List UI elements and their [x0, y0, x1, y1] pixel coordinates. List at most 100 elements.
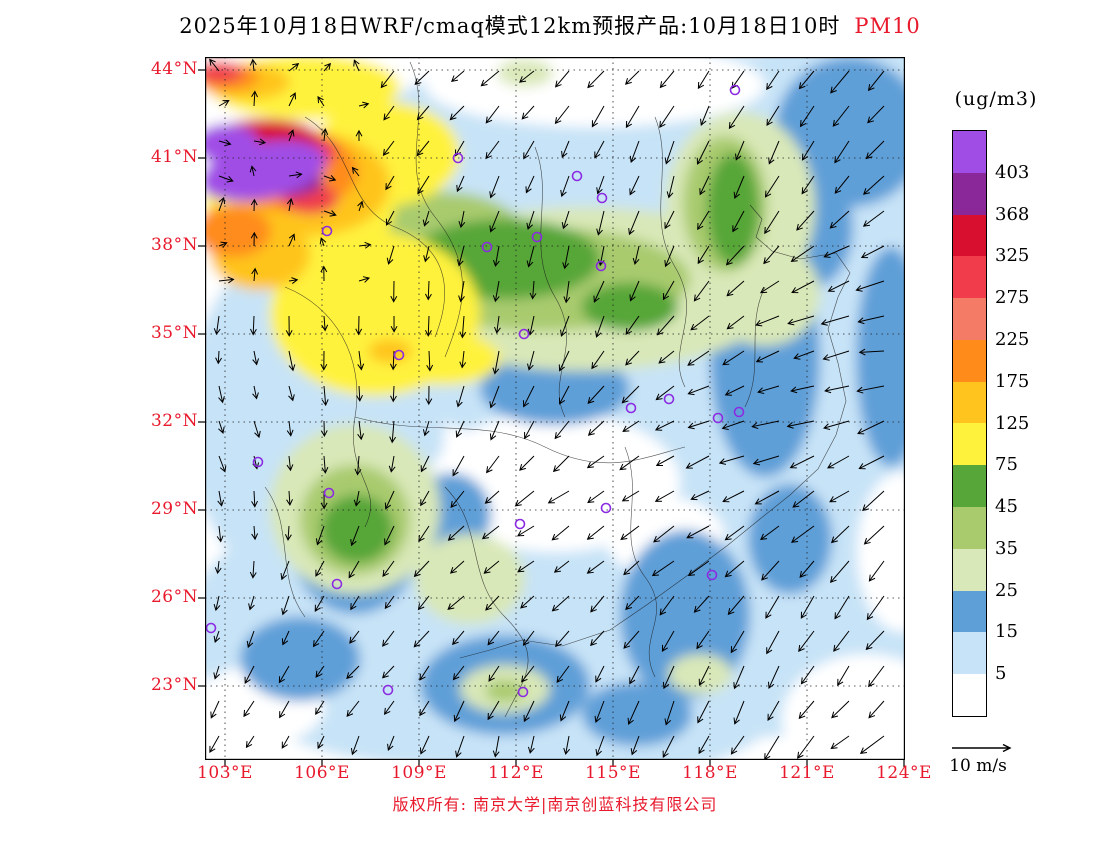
wind-arrow-icon: [837, 665, 850, 687]
wind-arrow-icon: [721, 420, 745, 430]
map-frame-layer: [198, 57, 905, 767]
wind-arrow-icon: [456, 385, 465, 408]
wind-arrow-icon: [383, 105, 395, 121]
colorbar-tick-label: 125: [995, 412, 1030, 434]
wind-arrow-icon: [685, 455, 710, 469]
wind-arrow-icon: [563, 735, 571, 756]
station-marker: [252, 456, 264, 468]
wind-arrow-icon: [487, 700, 500, 721]
wind-arrow-icon: [558, 350, 570, 372]
wind-arrow-icon: [827, 455, 850, 469]
wind-arrow-icon: [281, 595, 290, 616]
wind-arrow-icon: [732, 210, 745, 233]
wind-arrow-icon: [800, 595, 815, 619]
wind-arrow-icon: [321, 455, 329, 474]
wind-arrow-icon: [349, 630, 360, 644]
copyright-text: 版权所有: 南京大学|南京创蓝科技有限公司: [392, 795, 718, 814]
wind-arrow-icon: [662, 280, 675, 301]
wind-arrow-icon: [793, 350, 815, 360]
wind-arrow-icon: [830, 735, 850, 750]
y-tick-label: 29°N: [150, 499, 198, 519]
wind-arrow-icon: [594, 700, 605, 724]
wind-arrow-icon: [765, 595, 780, 619]
chart-title-main: 2025年10月18日WRF/cmaq模式12km预报产品:10月18日10时: [179, 14, 841, 38]
wind-arrow-icon: [358, 101, 370, 109]
wind-arrow-icon: [823, 245, 850, 258]
colorbar-tick-label: 403: [995, 161, 1030, 183]
wind-arrow-icon: [798, 630, 815, 653]
wind-arrow-icon: [288, 63, 300, 72]
wind-arrow-icon: [832, 105, 850, 127]
wind-arrow-icon: [390, 315, 398, 333]
wind-arrow-icon: [281, 630, 290, 646]
wind-arrow-icon: [561, 140, 570, 159]
boundary-line: [409, 61, 463, 358]
station-marker: [323, 487, 335, 499]
wind-reference-arrow-icon: [952, 743, 1012, 753]
wind-arrow-icon: [562, 245, 570, 270]
colorbar: [952, 130, 987, 717]
wind-arrow-icon: [252, 350, 260, 366]
wind-arrow-icon: [253, 138, 267, 146]
wind-arrow-icon: [866, 595, 885, 621]
wind-arrow-icon: [252, 385, 259, 400]
wind-arrow-icon: [590, 630, 605, 647]
wind-arrow-icon: [390, 385, 397, 403]
wind-arrow-icon: [868, 665, 885, 688]
wind-arrow-icon: [862, 210, 885, 227]
wind-arrow-icon: [425, 315, 432, 337]
wind-arrow-icon: [323, 175, 337, 182]
wind-arrow-icon: [527, 350, 535, 371]
wind-arrow-icon: [629, 140, 640, 163]
wind-arrow-icon: [587, 490, 605, 504]
wind-arrow-icon: [621, 385, 640, 404]
wind-arrow-icon: [789, 455, 815, 469]
wind-arrow-icon: [355, 129, 363, 142]
station-marker: [452, 152, 464, 164]
wind-arrow-icon: [628, 210, 640, 236]
wind-arrow-icon: [687, 560, 710, 577]
wind-arrow-icon: [516, 525, 535, 537]
wind-arrow-icon: [483, 560, 500, 574]
wind-arrow-icon: [801, 140, 815, 161]
wind-arrow-icon: [485, 140, 500, 160]
wind-arrow-icon: [317, 735, 325, 750]
wind-arrow-icon: [834, 175, 850, 194]
wind-arrow-icon: [527, 315, 535, 336]
wind-arrow-icon: [833, 630, 850, 652]
wind-arrow-icon: [834, 595, 850, 620]
wind-arrow-icon: [218, 420, 225, 435]
wind-arrow-icon: [798, 700, 815, 720]
wind-arrow-icon: [625, 105, 640, 129]
wind-arrow-icon: [350, 525, 360, 547]
wind-arrow-icon: [797, 735, 815, 759]
wind-arrow-icon: [790, 245, 815, 263]
wind-arrow-icon: [350, 735, 360, 756]
wind-arrow-icon: [420, 490, 430, 507]
wind-arrow-icon: [693, 595, 710, 613]
wind-arrow-icon: [730, 630, 745, 654]
station-marker: [596, 192, 608, 204]
wind-arrow-icon: [863, 525, 885, 545]
wind-vectors-layer: [209, 58, 885, 760]
wind-arrow-icon: [517, 560, 535, 573]
wind-arrow-icon: [587, 420, 605, 436]
wind-arrow-icon: [323, 62, 331, 72]
wind-arrow-icon: [288, 233, 296, 247]
wind-arrow-icon: [380, 70, 395, 89]
wind-arrow-icon: [413, 630, 430, 648]
x-tick-label: 109°E: [391, 763, 447, 783]
wind-arrow-icon: [418, 525, 430, 543]
wind-arrow-icon: [214, 560, 222, 575]
wind-arrow-icon: [697, 70, 710, 90]
wind-arrow-icon: [520, 595, 535, 609]
y-tick-label: 44°N: [150, 59, 198, 79]
wind-arrow-icon: [453, 700, 465, 723]
wind-arrow-icon: [455, 735, 465, 758]
colorbar-segment: [953, 632, 986, 675]
wind-arrow-icon: [755, 350, 780, 363]
wind-arrow-icon: [527, 735, 535, 754]
wind-arrow-icon: [279, 700, 290, 719]
wind-arrow-icon: [619, 455, 640, 471]
